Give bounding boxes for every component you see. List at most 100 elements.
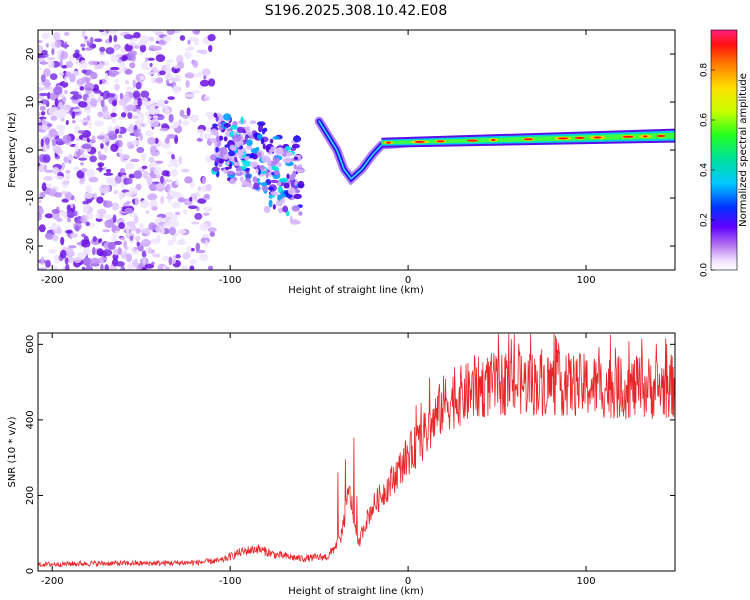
scatter-blob (223, 113, 232, 121)
scatter-blob (291, 205, 300, 212)
x-tick-label: -100 (219, 275, 242, 286)
noise-blob (151, 201, 157, 206)
noise-blob (90, 71, 98, 80)
noise-blob (135, 81, 142, 90)
noise-blob (38, 87, 44, 92)
noise-blob (54, 192, 63, 198)
noise-blob (41, 118, 47, 127)
scatter-blob (279, 177, 289, 183)
noise-blob (209, 231, 216, 237)
noise-blob (147, 57, 155, 61)
noise-blob (148, 183, 158, 192)
noise-blob (180, 237, 185, 245)
noise-blob (129, 50, 138, 56)
noise-blob (160, 227, 165, 235)
noise-blob (117, 58, 122, 63)
noise-blob (148, 222, 157, 231)
noise-blob (68, 245, 77, 249)
noise-blob (102, 229, 111, 233)
noise-blob (139, 200, 150, 209)
noise-blob (122, 67, 128, 71)
noise-blob (100, 257, 107, 262)
noise-blob (103, 172, 114, 176)
snr-frame (37, 332, 676, 572)
noise-blob (124, 207, 134, 214)
noise-blob (145, 57, 149, 62)
noise-blob (63, 41, 68, 50)
noise-blob (199, 223, 209, 231)
noise-blob (164, 137, 170, 144)
noise-blob (139, 44, 147, 53)
scatter-blob (237, 166, 242, 172)
noise-blob (81, 233, 86, 238)
noise-blob (141, 165, 148, 170)
scatter-blob (212, 123, 218, 128)
scatter-blob (219, 147, 228, 155)
noise-blob (62, 96, 67, 103)
noise-blob (189, 36, 195, 42)
scatter-blob (228, 161, 233, 170)
scatter-blob (283, 182, 290, 189)
noise-blob (168, 256, 173, 266)
y-tick-label: 20 (25, 48, 36, 61)
noise-blob (41, 182, 47, 192)
noise-blob (84, 247, 91, 254)
noise-blob (104, 219, 115, 229)
noise-blob (124, 80, 130, 85)
figure-title: S196.2025.308.10.42.E08 (265, 3, 448, 19)
noise-blob (72, 108, 83, 112)
noise-blob (40, 111, 46, 116)
scatter-blob (259, 164, 265, 171)
scatter-blob (284, 146, 292, 151)
noise-blob (155, 183, 165, 190)
noise-blob (96, 167, 104, 171)
scatter-blob (297, 180, 305, 189)
noise-blob (89, 257, 100, 267)
noise-blob (61, 64, 68, 69)
noise-blob (127, 263, 134, 270)
noise-blob (87, 213, 94, 219)
scatter-blob (229, 144, 236, 151)
noise-blob (188, 205, 198, 210)
noise-blob (193, 193, 198, 202)
noise-blob (132, 32, 141, 39)
noise-blob (123, 34, 134, 40)
noise-blob (185, 93, 195, 98)
noise-blob (80, 154, 90, 159)
noise-blob (88, 176, 99, 183)
scatter-blob (247, 131, 253, 136)
y-tick-label: 400 (25, 410, 36, 429)
noise-blob (99, 46, 106, 53)
noise-blob (45, 43, 49, 48)
noise-blob (190, 181, 195, 188)
noise-blob (162, 265, 167, 270)
noise-blob (179, 109, 185, 117)
noise-blob (189, 259, 197, 265)
noise-blob (104, 214, 112, 219)
noise-blob (175, 254, 181, 259)
noise-blob (125, 177, 133, 185)
noise-blob (204, 94, 208, 99)
noise-blob (73, 210, 78, 217)
noise-blob (172, 121, 179, 129)
noise-blob (112, 214, 117, 223)
noise-blob (165, 63, 170, 70)
y-tick-label: 0 (25, 147, 36, 153)
scatter-blob (214, 131, 219, 137)
noise-blob (85, 221, 90, 227)
scatter-blob (227, 150, 236, 157)
noise-blob (76, 173, 85, 179)
noise-blob (119, 47, 123, 52)
noise-blob (119, 167, 126, 174)
noise-blob (153, 167, 163, 176)
noise-blob (48, 130, 59, 138)
scatter-blob (233, 177, 238, 181)
noise-blob (148, 163, 153, 169)
scatter-blob (265, 170, 269, 179)
noise-blob (181, 168, 190, 173)
noise-blob (133, 170, 143, 179)
noise-blob (128, 173, 135, 179)
noise-blob (108, 130, 116, 136)
scatter-blob (273, 169, 280, 176)
noise-blob (54, 98, 59, 107)
